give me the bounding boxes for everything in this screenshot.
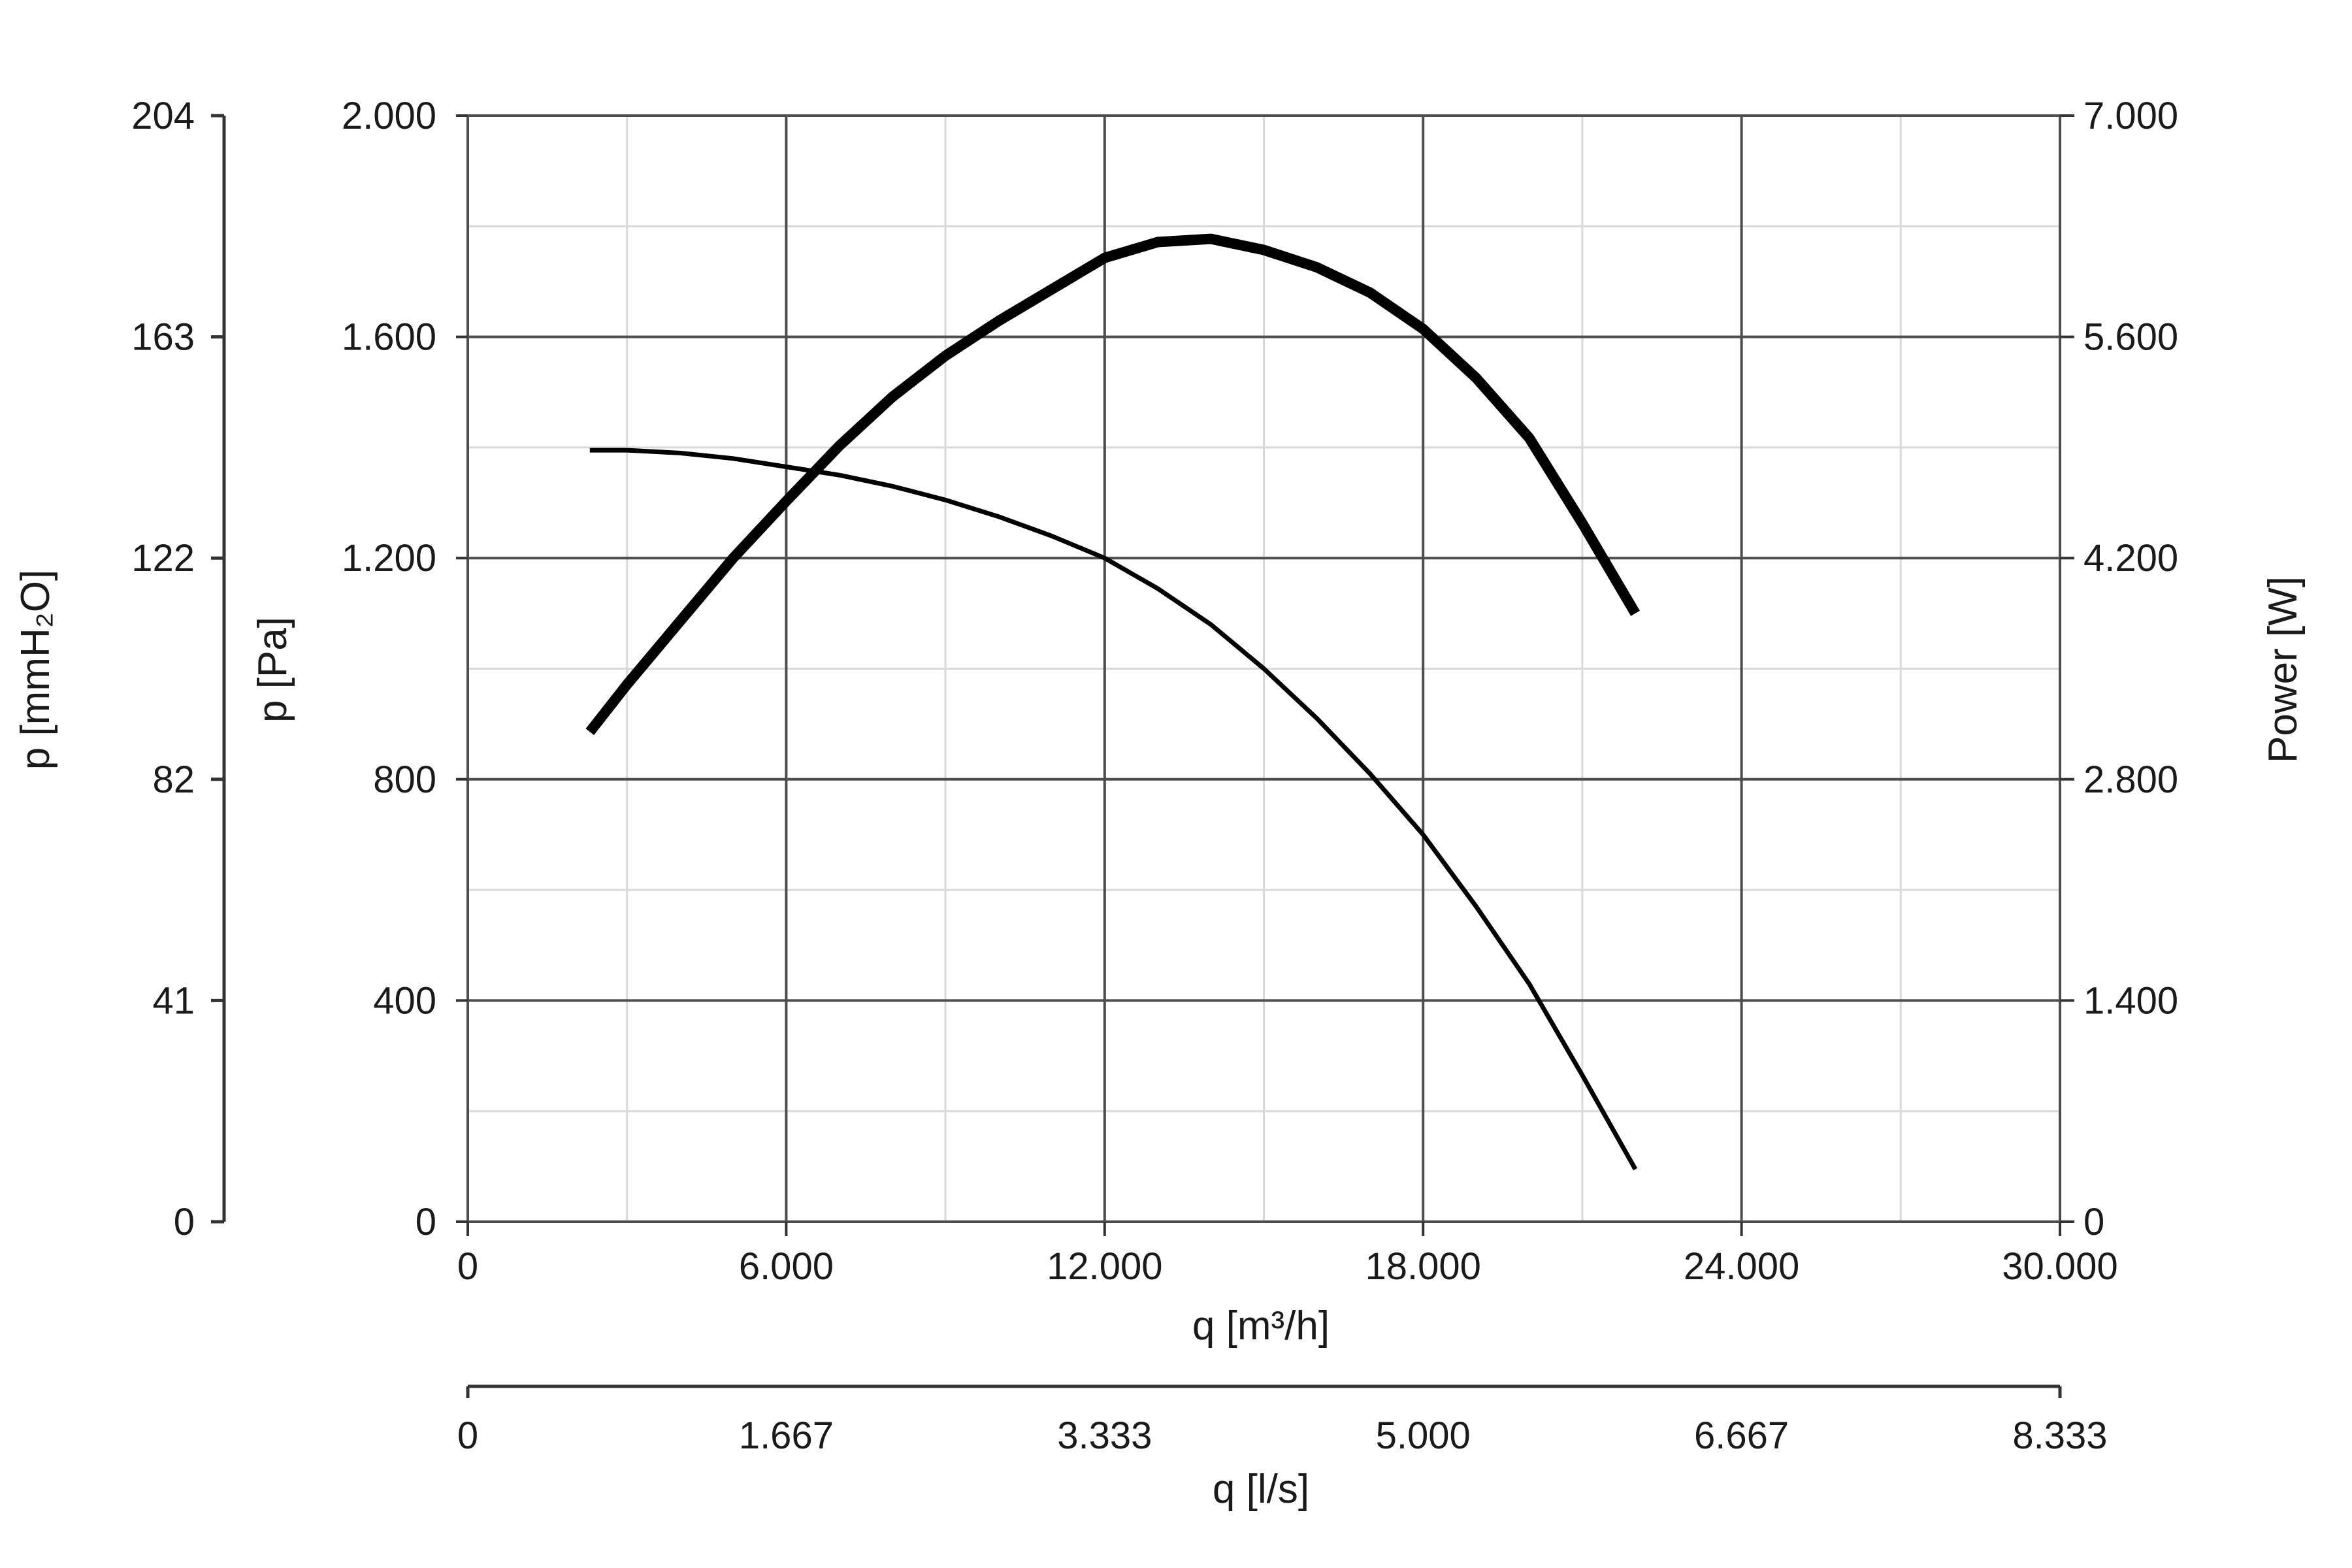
x-tick-label: 30.000 xyxy=(2002,1245,2117,1288)
y-axis-title: p [Pa] xyxy=(250,617,295,723)
y-outer-tick-label: 122 xyxy=(131,537,195,580)
y-right-axis-title: Power [W] xyxy=(2261,576,2306,763)
y-outer-tick-label: 204 xyxy=(131,95,195,137)
x-secondary-tick-label: 0 xyxy=(457,1414,478,1457)
series-lines xyxy=(585,233,1640,1171)
x-secondary-tick-label: 8.333 xyxy=(2012,1414,2107,1457)
y-right-tick-label: 7.000 xyxy=(2083,95,2178,137)
x-tick-label: 18.000 xyxy=(1365,1245,1480,1288)
y-outer-axis-title: p [mmH₂O] xyxy=(13,570,58,770)
y-tick-label: 2.000 xyxy=(342,95,436,137)
y-right-tick-label: 5.600 xyxy=(2083,316,2178,359)
x-tick-label: 0 xyxy=(457,1245,478,1288)
x-secondary-tick-label: 3.333 xyxy=(1057,1414,1152,1457)
y-tick-label: 800 xyxy=(373,759,436,801)
y-tick-label: 0 xyxy=(416,1201,436,1243)
y-right-tick-label: 2.800 xyxy=(2083,759,2178,801)
y-outer-tick-label: 163 xyxy=(131,316,195,359)
axes xyxy=(211,114,2074,1398)
pressure-curve-line xyxy=(589,448,1638,1171)
x-tick-label: 24.000 xyxy=(1684,1245,1799,1288)
x-tick-label: 12.000 xyxy=(1047,1245,1162,1288)
x-secondary-tick-label: 6.667 xyxy=(1694,1414,1789,1457)
x-secondary-tick-label: 1.667 xyxy=(739,1414,834,1457)
y-tick-label: 1.200 xyxy=(342,537,436,580)
y-outer-tick-label: 0 xyxy=(174,1201,195,1243)
x-axis-title: q [m³/h] xyxy=(1192,1303,1330,1348)
y-tick-label: 1.600 xyxy=(342,316,436,359)
x-tick-label: 6.000 xyxy=(739,1245,834,1288)
y-tick-label: 400 xyxy=(373,979,436,1022)
y-outer-tick-label: 82 xyxy=(152,759,195,801)
x-secondary-axis-title: q [l/s] xyxy=(1213,1467,1309,1512)
x-secondary-tick-label: 5.000 xyxy=(1376,1414,1471,1457)
y-outer-tick-label: 41 xyxy=(152,979,195,1022)
y-right-tick-label: 4.200 xyxy=(2083,537,2178,580)
y-right-tick-label: 1.400 xyxy=(2083,979,2178,1022)
grid xyxy=(466,114,2061,1223)
y-right-tick-label: 0 xyxy=(2083,1201,2104,1243)
power-curve-line xyxy=(585,233,1640,736)
